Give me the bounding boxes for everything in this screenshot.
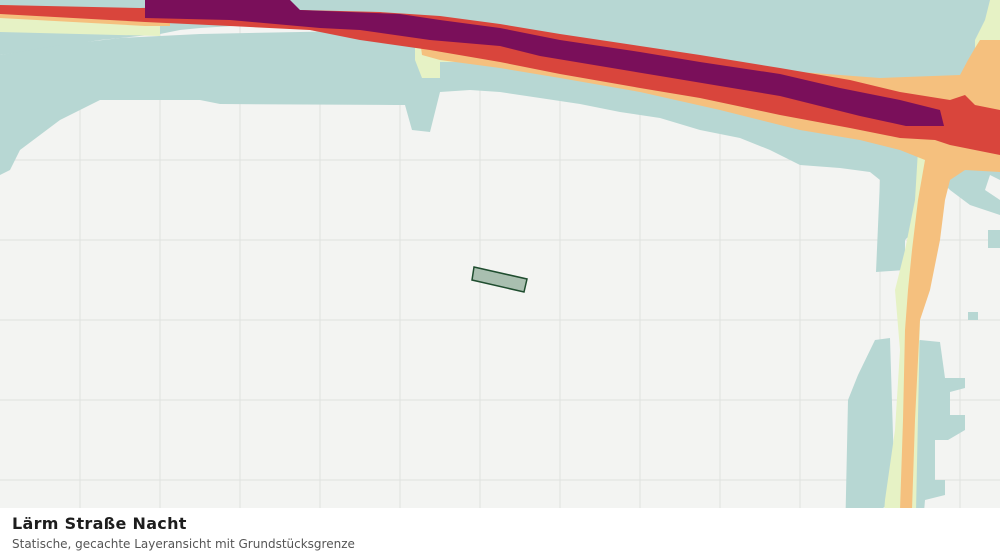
noise-band-very-high	[145, 0, 944, 126]
noise-band-low	[988, 230, 1000, 248]
noise-band-low	[0, 30, 395, 175]
noise-band-low	[845, 338, 895, 540]
parcel-boundary	[471, 266, 528, 293]
title: Lärm Straße Nacht	[12, 514, 187, 533]
noise-band-low	[915, 340, 965, 560]
noise-band-low	[968, 312, 978, 320]
subtitle: Statische, gecachte Layeransicht mit Gru…	[12, 537, 355, 551]
footer: Lärm Straße Nacht Statische, gecachte La…	[0, 508, 1000, 560]
